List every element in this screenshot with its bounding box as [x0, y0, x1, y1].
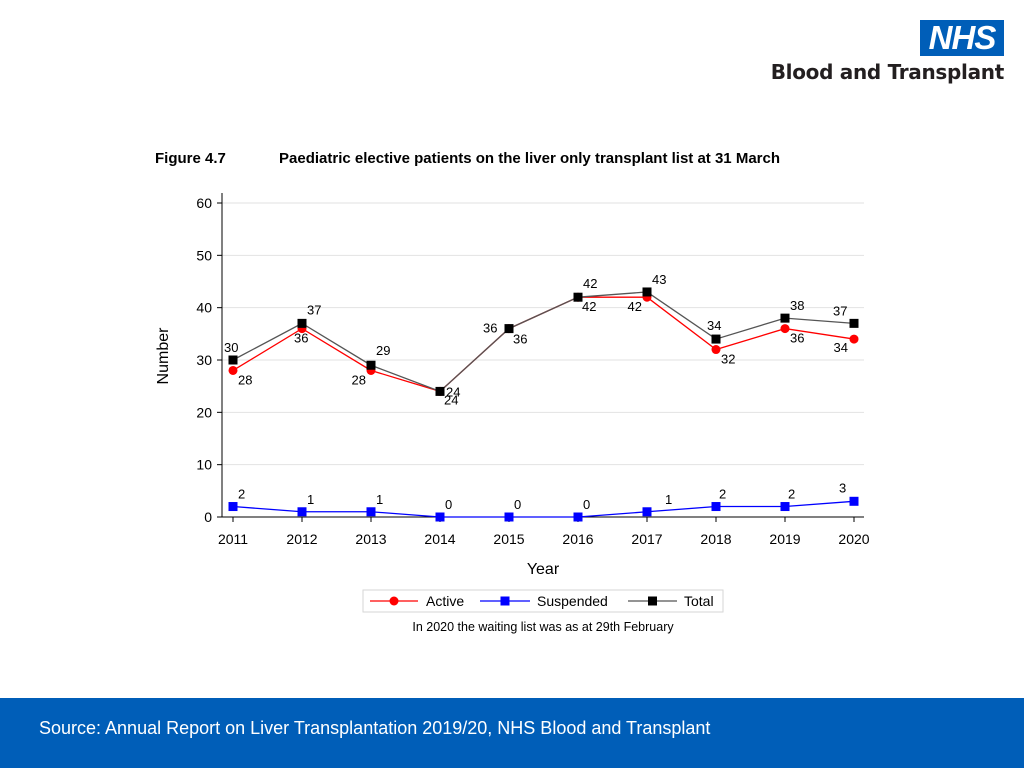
suspended-data-label: 3: [839, 480, 846, 495]
total-data-label: 24: [446, 384, 460, 399]
legend: Active Suspended Total In 2020 the waiting …: [362, 589, 724, 634]
total-data-label: 36: [483, 321, 497, 336]
y-tick-label: 50: [196, 247, 212, 263]
x-tick-label: 2014: [424, 531, 455, 547]
suspended-point: [297, 507, 307, 517]
chart-note: In 2020 the waiting list was as at 29th …: [412, 620, 674, 634]
total-point: [366, 360, 376, 370]
active-data-label: 32: [721, 352, 735, 367]
y-tick-label: 30: [196, 352, 212, 368]
legend-label-suspended: Suspended: [537, 593, 608, 609]
suspended-point: [366, 507, 376, 517]
org-name: Blood and Transplant: [770, 60, 1005, 84]
suspended-point: [849, 496, 859, 506]
total-point: [849, 318, 859, 328]
series-line-active: [232, 296, 855, 393]
suspended-point: [573, 512, 583, 522]
suspended-point: [780, 502, 790, 512]
active-data-label: 36: [513, 332, 527, 347]
y-tick-label: 20: [196, 404, 212, 420]
footer-bar: Source: Annual Report on Liver Transplan…: [0, 698, 1024, 768]
total-data-label: 30: [224, 340, 238, 355]
active-point: [780, 324, 790, 334]
legend-marker-total: [648, 596, 657, 606]
suspended-point: [435, 512, 445, 522]
active-data-label: 36: [790, 331, 804, 346]
suspended-data-label: 1: [307, 492, 314, 507]
suspended-point: [642, 507, 652, 517]
x-tick-label: 2019: [769, 531, 800, 547]
active-data-label: 36: [294, 331, 308, 346]
total-point: [228, 355, 238, 365]
active-data-label: 42: [628, 299, 642, 314]
total-data-label: 43: [652, 272, 666, 287]
y-tick-label: 40: [196, 300, 212, 316]
active-point: [228, 365, 238, 375]
total-data-label: 34: [707, 318, 721, 333]
x-tick-label: 2011: [218, 531, 248, 547]
suspended-data-label: 2: [788, 487, 795, 502]
suspended-data-label: 1: [665, 492, 672, 507]
suspended-data-label: 0: [583, 497, 590, 512]
total-point: [504, 324, 514, 334]
active-data-label: 28: [238, 372, 252, 387]
total-point: [297, 318, 307, 328]
active-data-label: 28: [352, 372, 366, 387]
figure-label: Figure 4.7: [155, 150, 226, 167]
legend-marker-suspended: [500, 596, 510, 606]
legend-marker-active: [389, 596, 399, 606]
nhs-logo: NHS: [920, 20, 1004, 56]
total-data-label: 37: [833, 303, 847, 318]
total-point: [642, 287, 652, 297]
suspended-point: [228, 502, 238, 512]
total-point: [435, 386, 445, 396]
y-tick-label: 60: [196, 195, 212, 211]
x-axis-title: Year: [527, 561, 560, 578]
suspended-data-label: 0: [445, 497, 452, 512]
suspended-data-label: 2: [719, 487, 726, 502]
y-tick-label: 0: [204, 509, 212, 525]
active-point: [711, 345, 721, 355]
x-tick-label: 2017: [631, 531, 662, 547]
active-data-label: 34: [834, 340, 848, 355]
x-tick-label: 2012: [286, 531, 317, 547]
series: [228, 287, 859, 522]
suspended-data-label: 0: [514, 497, 521, 512]
suspended-data-label: 2: [238, 487, 245, 502]
series-line-total: [232, 291, 855, 393]
y-tick-label: 10: [196, 457, 212, 473]
x-tick-label: 2013: [355, 531, 386, 547]
suspended-point: [711, 502, 721, 512]
source-text: Source: Annual Report on Liver Transplan…: [39, 718, 711, 738]
total-point: [711, 334, 721, 344]
total-point: [780, 313, 790, 323]
x-tick-label: 2015: [493, 531, 524, 547]
active-point: [849, 334, 859, 344]
x-tick-label: 2016: [562, 531, 593, 547]
suspended-data-label: 1: [376, 492, 383, 507]
total-point: [573, 292, 583, 302]
total-data-label: 38: [790, 298, 804, 313]
total-data-label: 37: [307, 302, 321, 317]
y-axis-title: Number: [155, 327, 172, 385]
series-line-suspended: [232, 500, 855, 518]
total-data-label: 29: [376, 343, 390, 358]
legend-box: [362, 589, 724, 613]
figure-title: Paediatric elective patients on the live…: [279, 150, 780, 167]
legend-label-active: Active: [426, 593, 464, 609]
active-data-label: 42: [582, 299, 596, 314]
x-tick-label: 2020: [838, 531, 869, 547]
grid-lines: [222, 202, 864, 466]
total-data-label: 42: [583, 276, 597, 291]
x-tick-label: 2018: [700, 531, 731, 547]
legend-label-total: Total: [684, 593, 714, 609]
suspended-point: [504, 512, 514, 522]
active-data-label: 24: [444, 392, 458, 407]
